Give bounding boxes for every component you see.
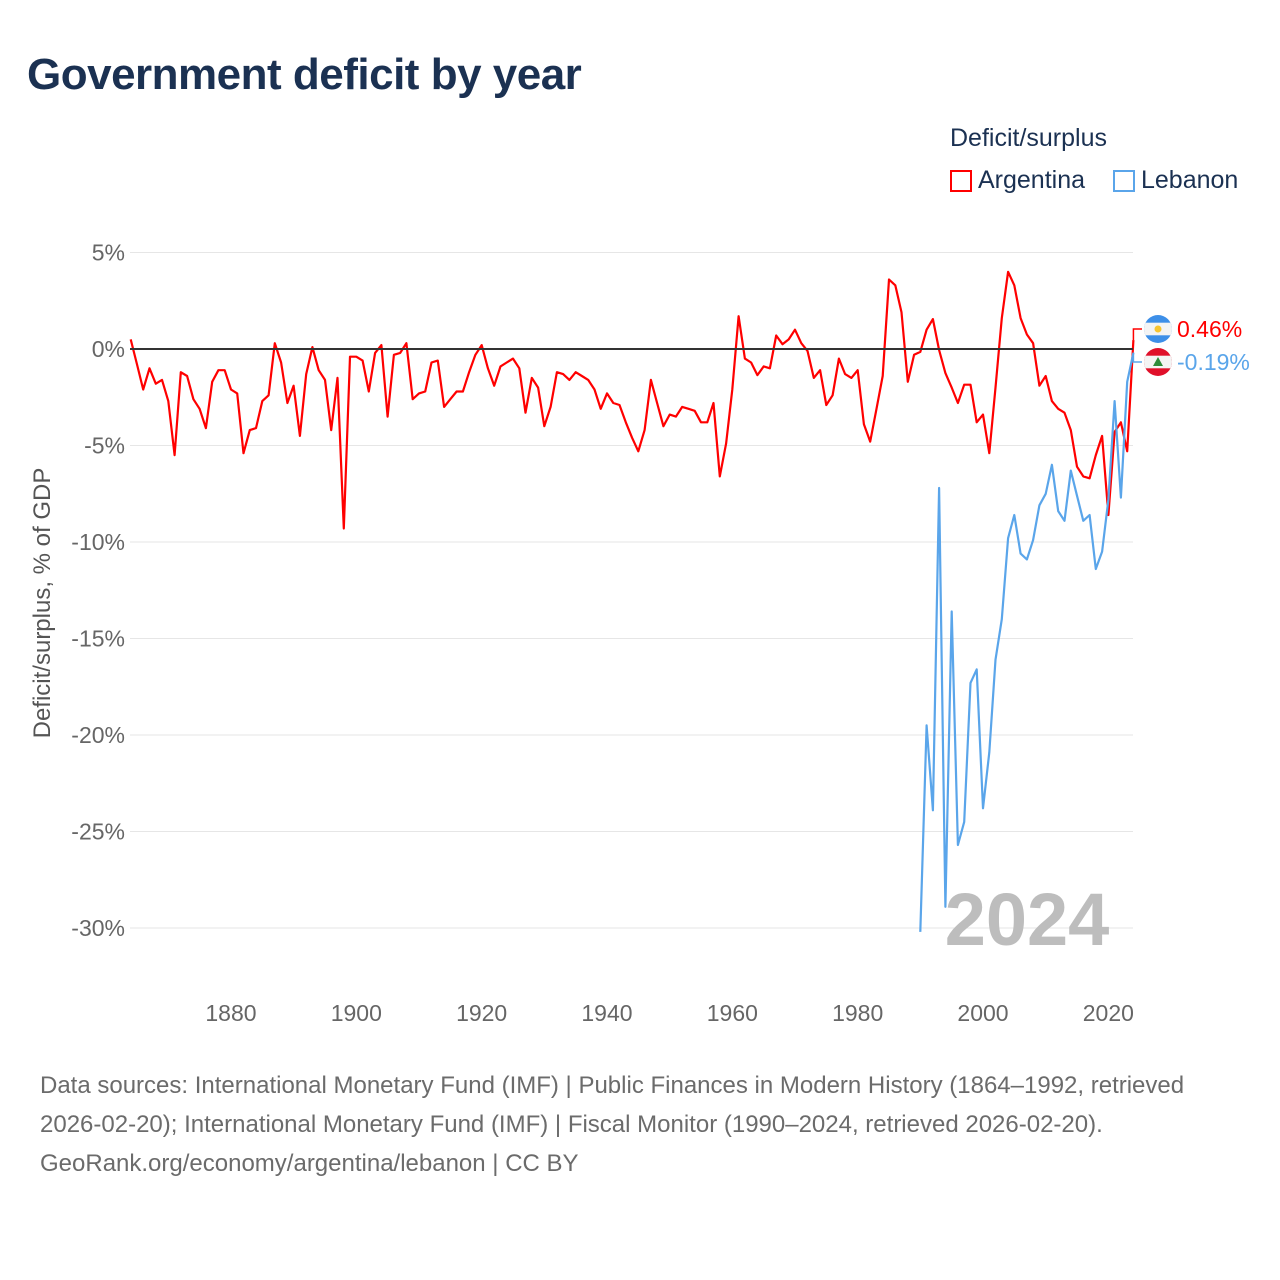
data-sources: Data sources: International Monetary Fun…: [40, 1072, 1185, 1138]
x-tick-label: 1900: [331, 1000, 382, 1026]
y-tick-label: -20%: [71, 722, 125, 748]
end-label-lebanon: -0.19%: [1177, 349, 1250, 375]
line-chart: 5% 0% -5% -10% -15% -20% -25% -30% 1880 1900 1920 1…: [29, 240, 1250, 1027]
legend-title: Deficit/surplus: [950, 124, 1107, 152]
x-tick-label: 1960: [707, 1000, 758, 1026]
y-tick-label: -30%: [71, 915, 125, 941]
chart-title: Government deficit by year: [27, 50, 582, 99]
x-tick-label: 1980: [832, 1000, 883, 1026]
y-tick-label: -5%: [84, 433, 125, 459]
y-tick-label: -25%: [71, 819, 125, 845]
legend-label-argentina: Argentina: [978, 166, 1086, 194]
x-tick-label: 1940: [581, 1000, 632, 1026]
legend-swatch-argentina: [950, 169, 972, 192]
x-tick-label: 1920: [456, 1000, 507, 1026]
legend-item-lebanon[interactable]: Lebanon: [1113, 166, 1238, 195]
flag-cedar: [1153, 357, 1163, 366]
legend-label-lebanon: Lebanon: [1141, 166, 1239, 194]
y-tick-label: 5%: [92, 240, 125, 266]
footer: Data sources: International Monetary Fun…: [40, 1066, 1240, 1183]
end-label-argentina: 0.46%: [1177, 316, 1242, 342]
x-tick-label: 2020: [1083, 1000, 1134, 1026]
year-watermark: 2024: [945, 878, 1110, 961]
x-tick-label: 2000: [957, 1000, 1008, 1026]
legend-item-argentina[interactable]: Argentina: [950, 166, 1085, 195]
y-tick-label: -15%: [71, 626, 125, 652]
x-tick-label: 1880: [205, 1000, 256, 1026]
y-tick-label: 0%: [92, 336, 125, 362]
argentina-flag-icon: [1144, 315, 1172, 343]
label-connector: [1132, 328, 1142, 341]
credit-link[interactable]: GeoRank.org/economy/argentina/lebanon | …: [40, 1150, 579, 1177]
y-axis-title: Deficit/surplus, % of GDP: [29, 468, 56, 739]
y-tick-label: -10%: [71, 529, 125, 555]
lebanon-flag-icon: [1144, 348, 1172, 376]
series-line-lebanon: [919, 352, 1135, 932]
legend-swatch-lebanon: [1113, 169, 1135, 192]
label-connector: [1132, 352, 1142, 363]
series-line-argentina: [129, 270, 1135, 530]
flag-sun: [1154, 325, 1162, 333]
